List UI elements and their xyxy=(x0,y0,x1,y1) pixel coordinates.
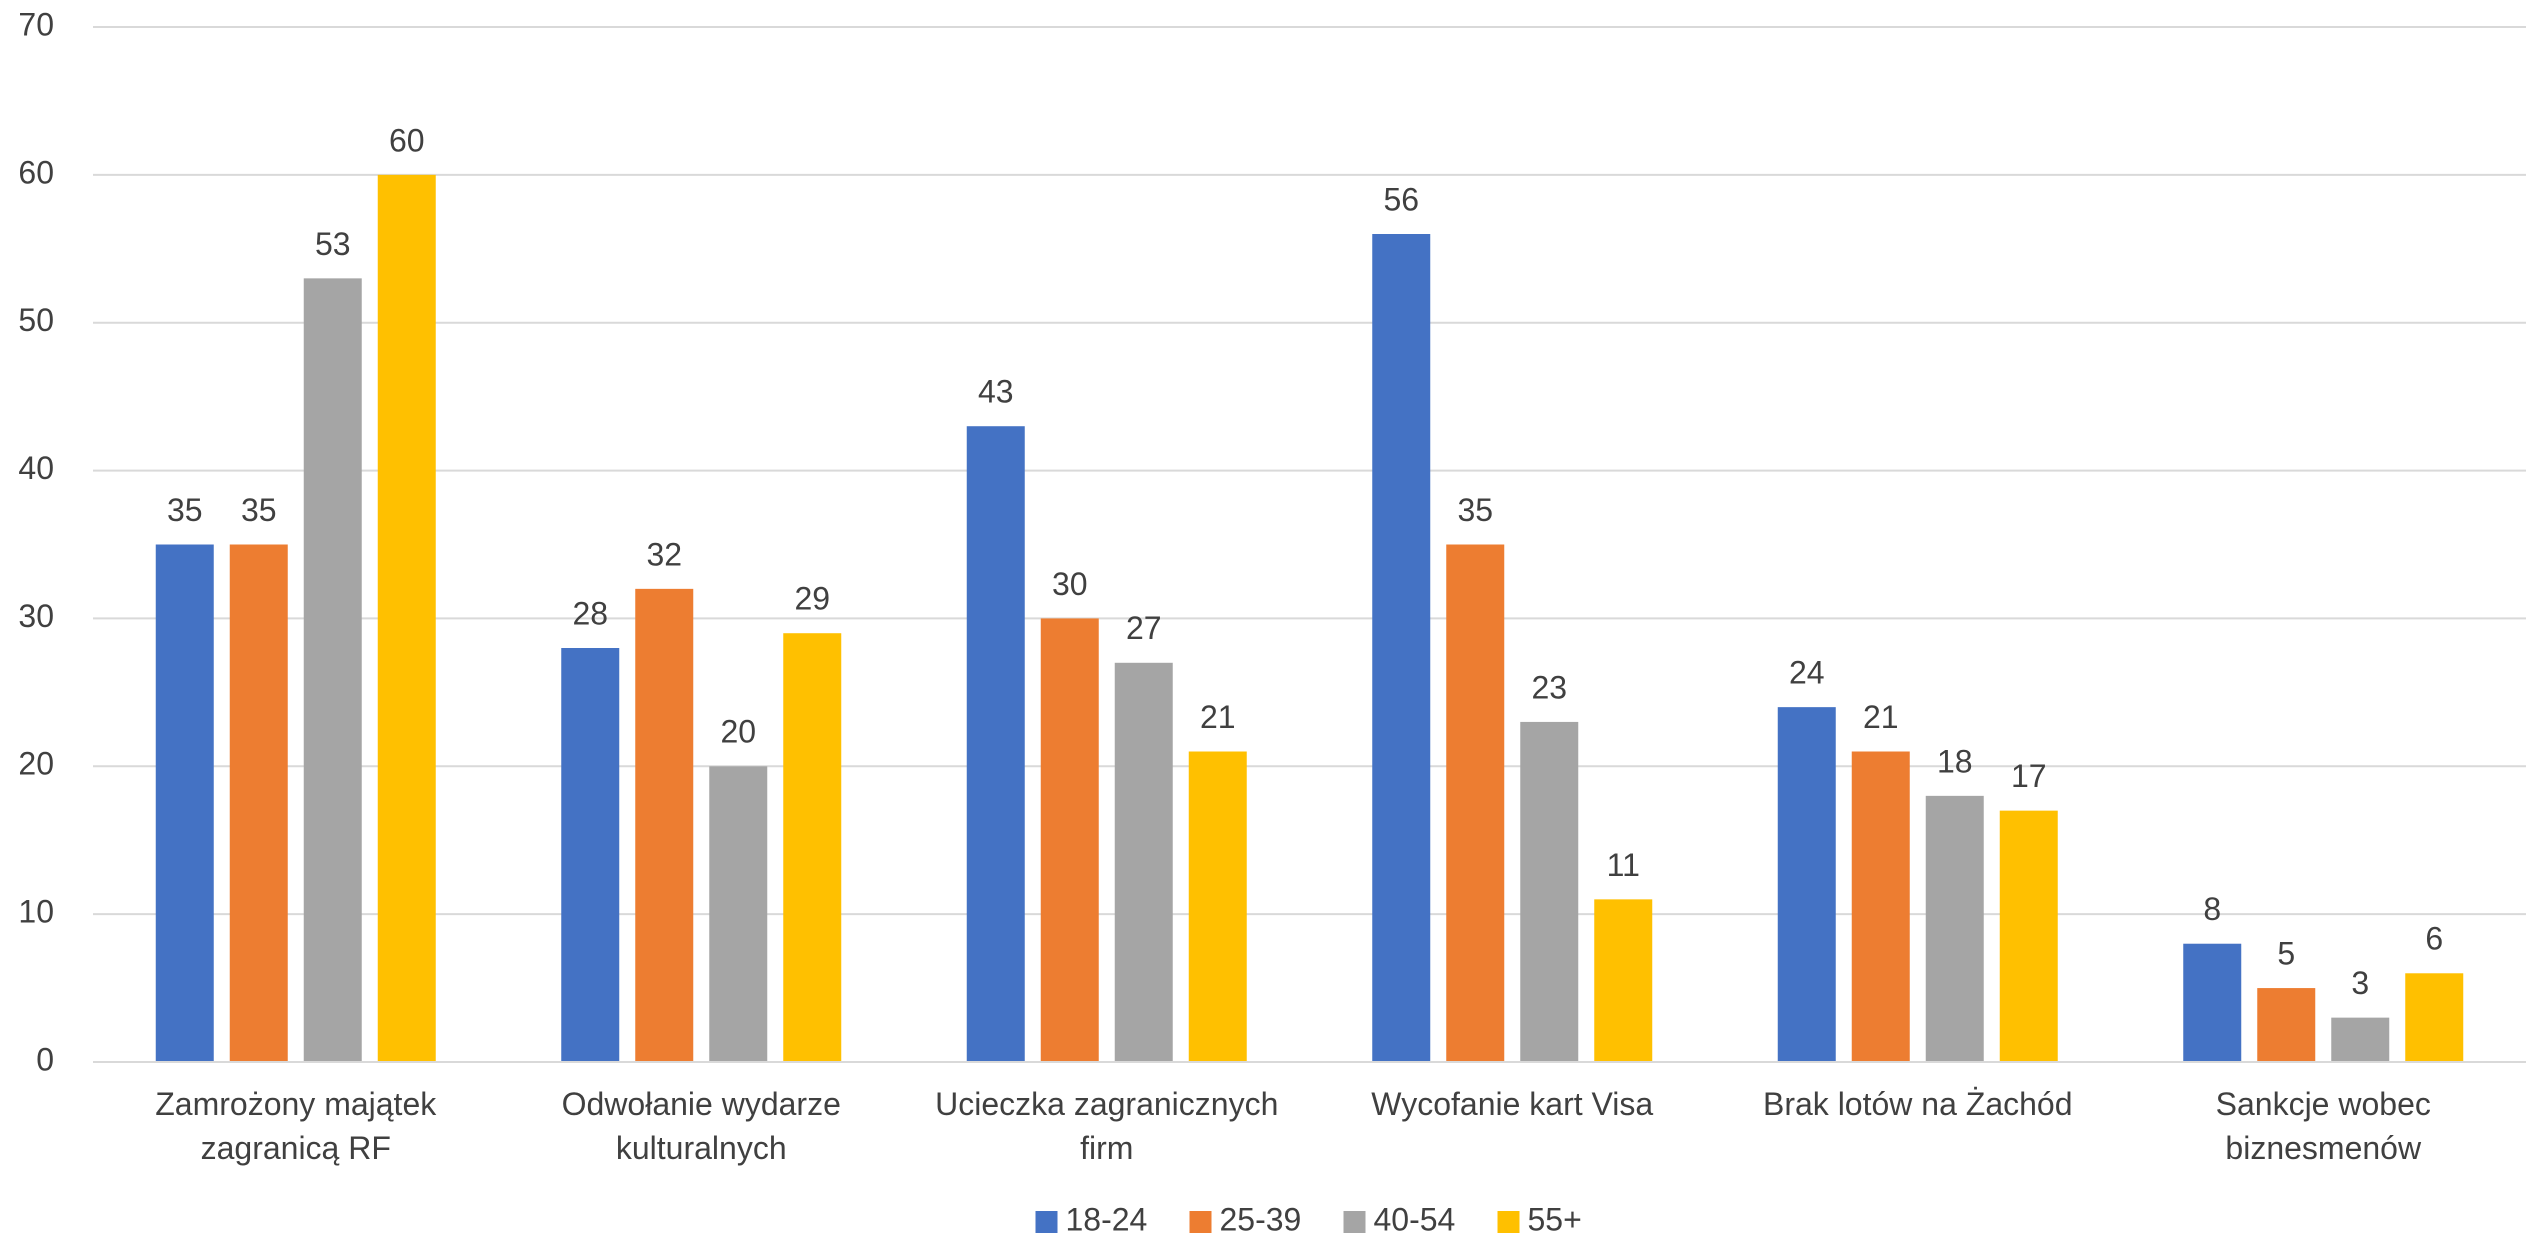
bar xyxy=(1446,544,1505,1062)
data-label: 8 xyxy=(2203,891,2221,927)
legend-swatch xyxy=(1035,1211,1058,1233)
legend-label: 55+ xyxy=(1528,1201,1582,1237)
x-tick-label: Brak lotów na Żachód xyxy=(1763,1086,2073,1122)
x-tick-label: Wycofanie kart Visa xyxy=(1371,1086,1654,1122)
bar xyxy=(1851,751,1910,1062)
y-tick-label: 40 xyxy=(18,450,54,486)
data-label: 60 xyxy=(389,122,425,158)
x-tick-label: Zamrożony majątek zagranicą RF xyxy=(155,1086,437,1166)
data-label: 35 xyxy=(167,492,203,528)
y-tick-label: 60 xyxy=(18,154,54,190)
data-label: 53 xyxy=(315,226,351,262)
bar xyxy=(1372,234,1431,1062)
bar xyxy=(1188,751,1247,1062)
y-tick-label: 50 xyxy=(18,302,54,338)
data-label: 21 xyxy=(1200,699,1236,735)
data-label: 56 xyxy=(1383,181,1419,217)
bar xyxy=(966,426,1025,1062)
bar xyxy=(377,174,436,1062)
bar xyxy=(2331,1017,2390,1062)
data-label: 27 xyxy=(1126,610,1162,646)
data-label: 28 xyxy=(572,595,608,631)
bar xyxy=(783,633,842,1062)
data-label: 35 xyxy=(241,492,277,528)
legend-label: 18-24 xyxy=(1066,1201,1148,1237)
bar xyxy=(709,766,768,1062)
bar xyxy=(1925,795,1984,1062)
x-tick-label: Sankcje wobec biznesmenów xyxy=(2215,1086,2431,1166)
bar xyxy=(229,544,288,1062)
bar xyxy=(1040,618,1099,1062)
bar xyxy=(1520,721,1579,1062)
data-label: 6 xyxy=(2425,921,2443,957)
legend-label: 25-39 xyxy=(1220,1201,1302,1237)
bar xyxy=(303,278,362,1062)
x-tick-label: Odwołanie wydarze kulturalnych xyxy=(561,1086,841,1166)
legend-swatch xyxy=(1343,1211,1366,1233)
bar xyxy=(1114,662,1173,1062)
data-label: 24 xyxy=(1789,655,1825,691)
data-label: 32 xyxy=(646,536,682,572)
data-label: 20 xyxy=(720,714,756,750)
data-label: 11 xyxy=(1607,847,1640,883)
bar xyxy=(155,544,214,1062)
bar xyxy=(1777,707,1836,1062)
data-label: 17 xyxy=(2011,758,2047,794)
data-label: 23 xyxy=(1531,669,1567,705)
legend-swatch xyxy=(1497,1211,1520,1233)
bar xyxy=(2257,988,2316,1062)
data-label: 29 xyxy=(794,581,830,617)
bar xyxy=(635,588,694,1062)
bar xyxy=(1999,810,2058,1062)
data-label: 5 xyxy=(2277,936,2295,972)
y-tick-label: 0 xyxy=(36,1041,54,1077)
data-label: 35 xyxy=(1457,492,1493,528)
y-tick-label: 10 xyxy=(18,894,54,930)
bar xyxy=(561,648,620,1062)
legend-label: 40-54 xyxy=(1374,1201,1456,1237)
y-tick-label: 30 xyxy=(18,598,54,634)
data-label: 43 xyxy=(978,374,1014,410)
bar xyxy=(1594,899,1653,1062)
data-label: 21 xyxy=(1863,699,1899,735)
y-tick-label: 20 xyxy=(18,746,54,782)
bar xyxy=(2183,943,2242,1062)
bar xyxy=(2405,973,2464,1062)
legend-swatch xyxy=(1189,1211,1212,1233)
x-tick-label: Ucieczka zagranicznych firm xyxy=(935,1086,1279,1166)
data-label: 30 xyxy=(1052,566,1088,602)
data-label: 3 xyxy=(2351,965,2369,1001)
data-label: 18 xyxy=(1937,743,1973,779)
y-tick-label: 70 xyxy=(18,6,54,42)
